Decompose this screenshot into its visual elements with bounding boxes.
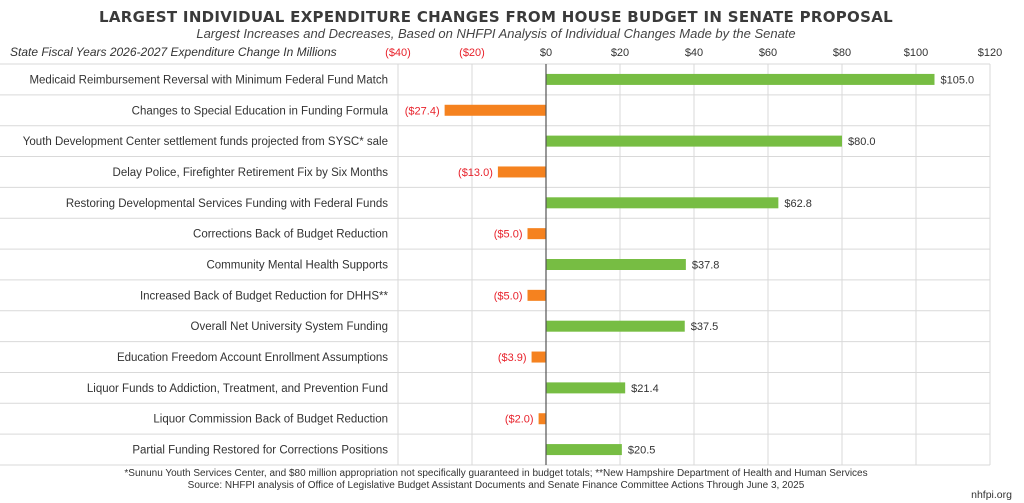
bar <box>546 73 935 85</box>
category-label: Youth Development Center settlement fund… <box>23 136 388 148</box>
category-label: Liquor Funds to Addiction, Treatment, an… <box>87 383 388 395</box>
category-label: Liquor Commission Back of Budget Reducti… <box>153 414 388 426</box>
data-label: ($3.9) <box>498 352 527 364</box>
data-label: ($27.4) <box>405 105 440 117</box>
x-tick-label: $100 <box>904 47 928 59</box>
bar <box>527 228 546 240</box>
bar <box>497 166 546 178</box>
data-label: $105.0 <box>941 74 975 86</box>
data-label: $37.5 <box>691 321 719 333</box>
bar <box>546 135 842 147</box>
tick-layer: ($40) ($20) $0 $20 $40 $60 $80 $100 $120 <box>385 47 1002 59</box>
label-layer: $105.0 ($27.4) $80.0 ($13.0) $62.8 ($5.0) $37.… <box>405 74 974 456</box>
data-label: $80.0 <box>848 136 876 148</box>
bar <box>538 413 546 425</box>
category-layer: Medicaid Reimbursement Reversal with Min… <box>23 74 389 456</box>
data-label: $21.4 <box>631 383 659 395</box>
category-label: Overall Net University System Funding <box>191 321 388 333</box>
bar <box>444 104 546 116</box>
x-tick-label: $20 <box>611 47 629 59</box>
chart-subtitle: Largest Increases and Decreases, Based o… <box>196 26 795 41</box>
bar <box>546 197 779 209</box>
category-label: Changes to Special Education in Funding … <box>132 105 389 117</box>
data-label: $20.5 <box>628 445 656 457</box>
category-label: Education Freedom Account Enrollment Ass… <box>117 352 388 364</box>
x-tick-label: $40 <box>685 47 703 59</box>
bar <box>527 289 546 301</box>
x-tick-label: ($20) <box>459 47 485 59</box>
bar <box>546 382 626 394</box>
bar <box>546 320 685 332</box>
x-tick-label: ($40) <box>385 47 411 59</box>
category-label: Corrections Back of Budget Reduction <box>193 229 388 241</box>
category-label: Restoring Developmental Services Funding… <box>66 198 388 210</box>
bar <box>546 259 686 270</box>
category-label: Delay Police, Firefighter Retirement Fix… <box>113 167 389 179</box>
data-label: ($5.0) <box>494 290 523 302</box>
bar <box>531 351 546 363</box>
category-label: Community Mental Health Supports <box>206 260 388 272</box>
data-label: ($2.0) <box>505 414 534 426</box>
data-label: $62.8 <box>784 198 812 210</box>
source-note: Source: NHFPI analysis of Office of Legi… <box>188 480 805 491</box>
footnote: *Sununu Youth Services Center, and $80 m… <box>124 468 867 479</box>
brand-url: nhfpi.org <box>971 489 1012 501</box>
data-label: ($5.0) <box>494 229 523 241</box>
category-label: Medicaid Reimbursement Reversal with Min… <box>29 74 388 86</box>
category-label: Increased Back of Budget Reduction for D… <box>140 290 389 302</box>
grid-layer <box>0 63 991 466</box>
x-tick-label: $80 <box>833 47 851 59</box>
chart-title: LARGEST INDIVIDUAL EXPENDITURE CHANGES F… <box>99 8 893 26</box>
axis-caption: State Fiscal Years 2026-2027 Expenditure… <box>10 45 337 59</box>
x-tick-label: $120 <box>978 47 1002 59</box>
x-tick-label: $60 <box>759 47 777 59</box>
data-label: ($13.0) <box>458 167 493 179</box>
bar-layer <box>444 73 935 456</box>
category-label: Partial Funding Restored for Corrections… <box>132 445 388 457</box>
bar <box>546 444 622 456</box>
data-label: $37.8 <box>692 260 720 272</box>
x-tick-label: $0 <box>540 47 552 59</box>
